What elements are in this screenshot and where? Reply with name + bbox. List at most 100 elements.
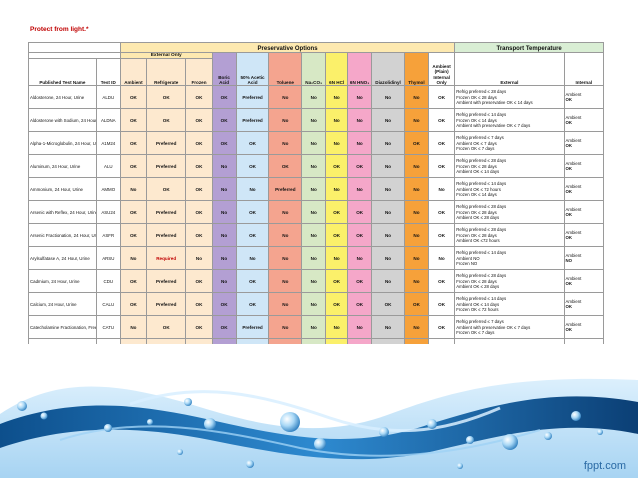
hcl-cell: No: [325, 108, 349, 133]
toluene-cell: Preferred: [268, 177, 303, 202]
internal-line: OK: [565, 97, 572, 103]
hno-cell: No: [347, 85, 373, 110]
external-line: Refrig preferred ≤ 14 days: [456, 112, 507, 118]
external-line: Frozen OK ≤ 7 days: [456, 146, 495, 152]
internal-line: Ambient: [565, 92, 582, 97]
external-line: Refrig preferred ≤ 28 days: [456, 204, 507, 210]
ambient-cell: OK: [119, 85, 148, 110]
boric-acid-cell: OK: [211, 292, 237, 317]
internal-line: OK: [565, 304, 572, 310]
ambient-cell: No: [119, 177, 148, 202]
internal-transport-cell: Ambient OK: [563, 85, 605, 110]
hno-cell: No: [347, 108, 373, 133]
test-name-cell: Cadmium, 24 Hour, Urine: [28, 269, 97, 294]
external-line: Ambient OK ≤ 28 days: [456, 215, 500, 221]
ambient-cell: No: [119, 315, 148, 340]
external-line: Ambient OK ≤72 hours: [456, 238, 500, 244]
frozen-cell: OK: [185, 177, 213, 202]
acetic-acid-cell: Preferred: [235, 85, 270, 110]
hno-cell: [347, 338, 373, 344]
diazolidinyl-cell: OK: [371, 292, 405, 317]
internal-transport-cell: Ambient NO: [563, 246, 605, 271]
test-name-cell: Aldosterone, 24 Hour, Urine: [28, 85, 97, 110]
hcl-header: 6N HCl: [325, 51, 349, 87]
diazolidinyl-cell: No: [371, 85, 405, 110]
naco-cell: No: [301, 131, 327, 156]
frozen-header: Frozen: [185, 58, 213, 87]
test-id-cell: CATU: [95, 315, 121, 340]
naco-cell: No: [301, 223, 327, 248]
diazolidinyl-cell: No: [371, 177, 405, 202]
ambient-plain-cell: OK: [427, 315, 456, 340]
frozen-cell: OK: [185, 154, 213, 179]
ambient-header: Ambient: [119, 58, 148, 87]
frozen-cell: OK: [185, 315, 213, 340]
table-row: Arylsulfatase A, 24 Hour, Urine ARSU No Req…: [28, 246, 605, 271]
external-transport-cell: Refrig preferred ≤ 28 days Frozen OK ≤ 28…: [454, 154, 565, 179]
table-row: Aldosterone, 24 Hour, Urine ALDU OK OK OK OK P…: [28, 85, 605, 110]
frozen-cell: No: [185, 246, 213, 271]
refrigerate-cell: Preferred: [146, 223, 187, 248]
external-transport-cell: Refrig preferred ≤ 28 days Frozen OK ≤ 28…: [454, 223, 565, 248]
internal-line: OK: [565, 120, 572, 126]
boric-acid-cell: OK: [211, 315, 237, 340]
specimen-handling-table: Preservative Options Transport Temperatu…: [28, 42, 605, 344]
diazolidinyl-cell: No: [371, 131, 405, 156]
ambient-plain-cell: OK: [427, 292, 456, 317]
naco-cell: No: [301, 315, 327, 340]
external-line: Frozen OK ≤ 28 days: [456, 163, 497, 169]
transport-temperature-header: Transport Temperature: [454, 42, 604, 53]
test-name-cell: Alpha-1-Microglobulin, 24 Hour, Urine: [28, 131, 97, 156]
boric-acid-cell: OK: [211, 131, 237, 156]
frozen-cell: OK: [185, 292, 213, 317]
ambient-plain-cell: OK: [427, 269, 456, 294]
internal-transport-cell: Ambient: [563, 338, 605, 344]
external-line: Frozen OK ≤ 14 days: [456, 117, 497, 123]
internal-line: Ambient: [565, 138, 582, 143]
diazolidinyl-cell: No: [371, 154, 405, 179]
external-line: Refrig preferred ≤ 7 days: [456, 135, 504, 141]
toluene-header: Toluene: [268, 51, 303, 87]
naco-cell: No: [301, 154, 327, 179]
test-id-cell: ARSU: [95, 246, 121, 271]
refrigerate-cell: Preferred: [146, 154, 187, 179]
boric-acid-cell: No: [211, 154, 237, 179]
acetic-acid-cell: No: [235, 246, 270, 271]
external-line: Frozen OK ≤ 28 days: [456, 209, 497, 215]
external-line: Frozen OK ≤ 14 days: [456, 192, 497, 198]
external-line: Refrig preferred ≤ 14 days: [456, 250, 507, 256]
acetic-acid-cell: OK: [235, 223, 270, 248]
boric-acid-cell: No: [211, 200, 237, 225]
refrigerate-cell: OK: [146, 108, 187, 133]
external-line: Ambient OK ≤ 14 days: [456, 301, 500, 307]
external-transport-cell: Refrig preferred ≤ 7 days Ambient with pr…: [454, 315, 565, 340]
table-row: Ammonium, 24 Hour, Urine AMMO No OK OK No No Pr…: [28, 177, 605, 202]
brand-watermark: fppt.com: [583, 460, 626, 472]
internal-transport-cell: Ambient OK: [563, 108, 605, 133]
acetic-acid-cell: OK: [235, 131, 270, 156]
test-id-cell: ALU: [95, 154, 121, 179]
internal-line: Ambient: [565, 253, 582, 258]
table-row: Aluminum, 24 Hour, Urine ALU OK Preferred OK…: [28, 154, 605, 179]
internal-line: OK: [565, 143, 572, 149]
test-id-cell: ASFR: [95, 223, 121, 248]
external-line: Refrig preferred ≤ 7 days: [456, 319, 504, 325]
hno-cell: OK: [347, 154, 373, 179]
thymol-cell: OK: [403, 131, 429, 156]
internal-transport-cell: Ambient OK: [563, 315, 605, 340]
external-line: Ambient NO: [456, 255, 480, 261]
external-transport-cell: Refrig preferred ≤ 28 days Frozen OK ≤ 28…: [454, 85, 565, 110]
preservative-options-header: Preservative Options: [119, 42, 456, 53]
internal-transport-cell: Ambient OK: [563, 292, 605, 317]
test-id-cell: ASU24: [95, 200, 121, 225]
internal-line: Ambient: [565, 299, 582, 304]
test-id-cell: A1M24: [95, 131, 121, 156]
toluene-cell: No: [268, 315, 303, 340]
ambient-cell: OK: [119, 269, 148, 294]
ambient-plain-cell: OK: [427, 108, 456, 133]
hcl-cell: OK: [325, 292, 349, 317]
ambient-plain-cell: OK: [427, 223, 456, 248]
ambient-cell: OK: [119, 154, 148, 179]
frozen-cell: OK: [185, 223, 213, 248]
